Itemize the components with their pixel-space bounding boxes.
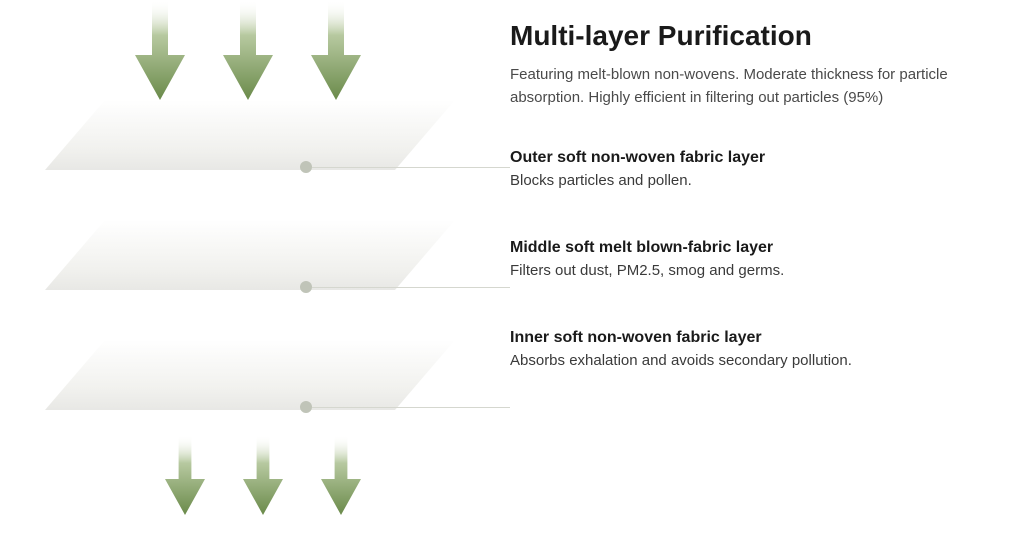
infographic-subtitle: Featuring melt-blown non-wovens. Moderat… — [510, 64, 994, 109]
layer-description: Inner soft non-woven fabric layer Absorb… — [510, 329, 994, 371]
layer-title: Outer soft non-woven fabric layer — [510, 149, 994, 167]
down-arrow-icon — [243, 435, 283, 515]
diagram-panel — [0, 0, 500, 555]
down-arrow-icon — [311, 0, 361, 100]
infographic-container: Multi-layer Purification Featuring melt-… — [0, 0, 1024, 555]
connector-dot-icon — [300, 161, 312, 173]
arrow-group-top — [135, 0, 361, 100]
down-arrow-icon — [165, 435, 205, 515]
layer-text: Blocks particles and pollen. — [510, 170, 994, 191]
text-panel: Multi-layer Purification Featuring melt-… — [500, 0, 1024, 555]
connector-segment — [312, 407, 510, 408]
down-arrow-icon — [135, 0, 185, 100]
down-arrow-icon — [321, 435, 361, 515]
layer-text: Filters out dust, PM2.5, smog and germs. — [510, 260, 994, 281]
connector-segment — [312, 167, 510, 168]
infographic-title: Multi-layer Purification — [510, 20, 994, 52]
connector-line — [300, 160, 510, 174]
connector-dot-icon — [300, 281, 312, 293]
layer-description: Outer soft non-woven fabric layer Blocks… — [510, 149, 994, 191]
down-arrow-icon — [223, 0, 273, 100]
connector-dot-icon — [300, 401, 312, 413]
arrow-group-bottom — [165, 435, 361, 515]
connector-line — [300, 280, 510, 294]
layer-description: Middle soft melt blown-fabric layer Filt… — [510, 239, 994, 281]
connector-line — [300, 400, 510, 414]
layer-title: Middle soft melt blown-fabric layer — [510, 239, 994, 257]
layer-text: Absorbs exhalation and avoids secondary … — [510, 350, 994, 371]
layer-title: Inner soft non-woven fabric layer — [510, 329, 994, 347]
connector-segment — [312, 287, 510, 288]
